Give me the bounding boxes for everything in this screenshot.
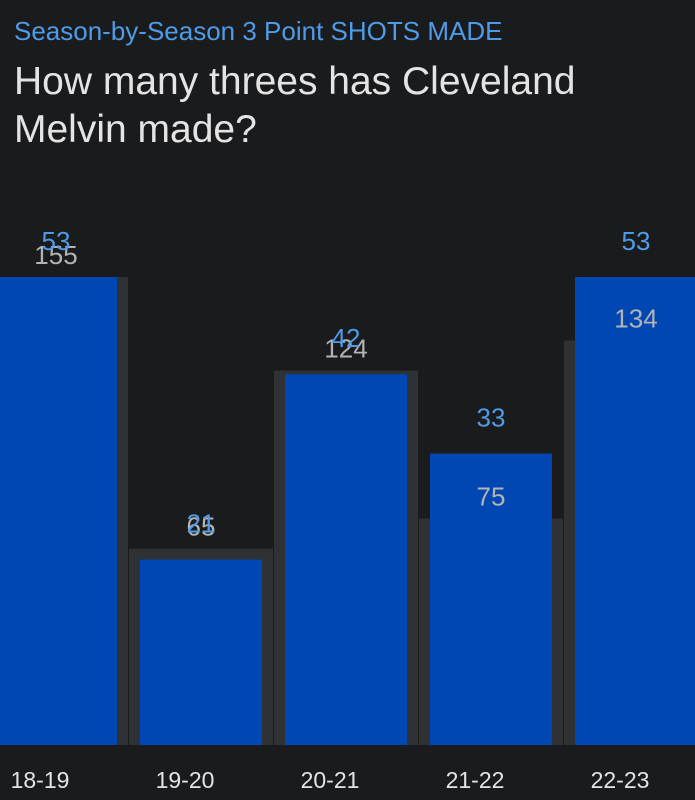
attempts-value-label: 134 xyxy=(614,303,657,333)
made-bar-20-21 xyxy=(285,374,407,745)
attempts-value-label: 75 xyxy=(477,482,506,512)
made-bar-21-22 xyxy=(430,453,552,745)
made-value-label: 53 xyxy=(42,226,71,256)
x-tick-label: 18-19 xyxy=(11,767,70,793)
made-value-label: 42 xyxy=(332,323,361,353)
made-bar-19-20 xyxy=(140,559,262,745)
x-tick-label: 20-21 xyxy=(301,767,360,793)
attempts-value-label: 155 xyxy=(34,240,77,270)
chart-title: How many threes has Cleveland Melvin mad… xyxy=(14,60,576,151)
made-value-label: 33 xyxy=(477,403,506,433)
x-tick-label: 22-23 xyxy=(591,767,650,793)
x-tick-label: 21-22 xyxy=(446,767,505,793)
made-bar-22-23 xyxy=(575,277,695,745)
made-bar-18-19 xyxy=(0,277,117,745)
attempts-value-label: 124 xyxy=(324,334,367,364)
made-value-label: 21 xyxy=(187,509,216,539)
x-tick-label: 19-20 xyxy=(156,767,215,793)
chart-subtitle: Season-by-Season 3 Point SHOTS MADE xyxy=(14,16,503,46)
attempts-value-label: 65 xyxy=(187,512,216,542)
made-value-label: 53 xyxy=(622,226,651,256)
